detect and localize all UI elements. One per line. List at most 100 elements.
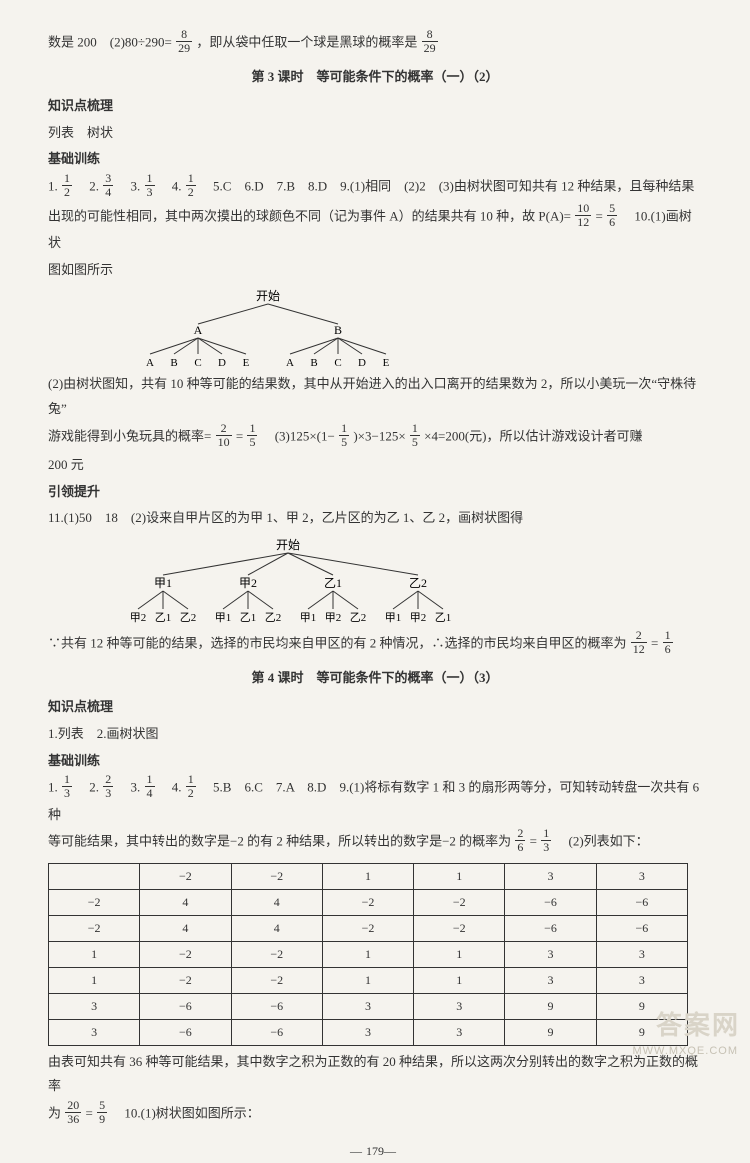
tree1-l2-9: E [383,357,390,368]
tree1-l2-1: B [170,357,177,368]
carryover-line: 数是 200 (2)80÷290= 829 ，即从袋中任取一个球是黑球的概率是 … [48,30,702,57]
lesson4-title: 第 4 课时 等可能条件下的概率（一）（3） [48,666,702,691]
fraction: 12 [62,172,72,199]
text-line: 200 元 [48,453,702,478]
fraction: 829 [422,28,438,55]
fraction: 12 [186,773,196,800]
table-cell: 3 [505,863,596,889]
answers-line-l4: 1. 13 2. 23 3. 14 4. 12 5.B 6.C 7.A 8.D … [48,775,702,827]
fraction: 212 [631,629,647,656]
table-cell: −2 [49,915,140,941]
text: (3)125×(1− [262,428,335,443]
text: 为 [48,1106,61,1121]
tree2-l2-31: 甲2 [410,612,427,624]
text: = [596,208,603,223]
table-cell: −2 [140,967,231,993]
tree2-svg: 开始 甲1 甲2 乙1 乙2 甲2 乙1 乙2 甲1 乙1 乙2 甲1 甲2 乙… [108,537,468,627]
table-cell: 9 [505,993,596,1019]
watermark-url: MWW.MXQE.COM [633,1041,739,1062]
text: 3. [118,179,141,194]
fraction: 59 [97,1099,107,1126]
text: = [651,636,658,651]
tree2-l2-02: 乙2 [180,611,197,624]
page-number: —179— [48,1140,702,1163]
text-line: 为 2036 = 59 10.(1)树状图如图所示： [48,1101,702,1128]
table-cell: 1 [49,941,140,967]
tree1-l1-1: B [334,323,342,337]
text: ∵共有 12 种等可能的结果，选择的市民均来自甲区的有 2 种情况，∴选择的市民… [48,636,627,651]
fraction: 13 [62,773,72,800]
text-line: ∵共有 12 种等可能的结果，选择的市民均来自甲区的有 2 种情况，∴选择的市民… [48,631,702,658]
tree2-l2-20: 甲1 [300,612,317,624]
fraction: 14 [145,773,155,800]
text: )×3−125× [353,428,405,443]
fraction: 2036 [65,1099,81,1126]
table-cell: −2 [231,967,322,993]
table-cell: −2 [322,889,413,915]
heading-basic: 基础训练 [48,147,702,172]
text-line: 由表可知共有 36 种等可能结果，其中数字之积为正数的有 20 种结果，所以这两… [48,1050,702,1099]
fraction: 26 [515,827,525,854]
tree2-l2-22: 乙2 [350,611,367,624]
text: 1. [48,780,58,795]
table-cell: 1 [414,967,505,993]
table-cell: 3 [414,993,505,1019]
fraction: 23 [103,773,113,800]
table-cell: −6 [231,993,322,1019]
tree1-l2-8: D [358,357,366,368]
tree1-root: 开始 [256,289,280,303]
tree2-l2-32: 乙1 [435,611,452,624]
tree1-l1-0: A [194,323,203,337]
fraction: 15 [247,422,257,449]
table-row: 3−6−63399 [49,993,688,1019]
answers-line3: 图如图所示 [48,258,702,283]
text: = [530,834,537,849]
text-line: 11.(1)50 18 (2)设来自甲片区的为甲 1、甲 2，乙片区的为乙 1、… [48,506,702,531]
page-num-value: 179 [366,1144,384,1158]
text: 10.(1)树状图如图所示： [111,1106,259,1121]
text-line: 游戏能得到小兔玩具的概率= 210 = 15 (3)125×(1− 15 )×3… [48,424,702,451]
table-cell: 3 [596,967,687,993]
lesson3-title: 第 3 课时 等可能条件下的概率（一）（2） [48,65,702,90]
heading-knowledge: 知识点梳理 [48,94,702,119]
product-table: −2 −2 1 1 3 3 −244−2−2−6−6 −244−2−2−6−6 … [48,863,688,1046]
tree2-root: 开始 [276,538,300,552]
table-cell: 9 [505,1019,596,1045]
tree2-l2-30: 甲1 [385,612,402,624]
table-cell: −6 [231,1019,322,1045]
tree2-l2-11: 乙1 [240,611,257,624]
fraction: 15 [410,422,420,449]
text: 2. [76,179,99,194]
text: ，即从袋中任取一个球是黑球的概率是 [196,35,417,50]
fraction: 13 [145,172,155,199]
fraction: 210 [216,422,232,449]
text: 1. [48,179,58,194]
text: 数是 200 (2)80÷290= [48,35,172,50]
table-row: −244−2−2−6−6 [49,915,688,941]
table-cell: −2 [140,941,231,967]
heading-knowledge2: 知识点梳理 [48,695,702,720]
table-cell: −6 [505,915,596,941]
tree1-l2-3: D [218,357,226,368]
tree1-l2-5: A [286,357,294,368]
tree-diagram-1: 开始 A B A B C D E A B C D E [128,288,702,368]
tree2-l2-10: 甲1 [215,612,232,624]
table-cell: 3 [49,993,140,1019]
table-cell: −2 [140,863,231,889]
tree2-l2-00: 甲2 [130,612,147,624]
text: 等可能结果，其中转出的数字是−2 的有 2 种结果，所以转出的数字是−2 的概率… [48,834,511,849]
tree2-l2-01: 乙1 [155,611,172,624]
tree-diagram-2: 开始 甲1 甲2 乙1 乙2 甲2 乙1 乙2 甲1 乙1 乙2 甲1 甲2 乙… [108,537,702,627]
table-cell: 1 [49,967,140,993]
tree1-l2-0: A [146,357,154,368]
text: 5.C 6.D 7.B 8.D 9.(1)相同 (2)2 (3)由树状图可知共有… [200,179,694,194]
fraction: 829 [176,28,192,55]
table-cell: −2 [322,915,413,941]
fraction: 1012 [575,202,591,229]
fraction: 16 [663,629,673,656]
fraction: 15 [339,422,349,449]
table-cell: 1 [322,941,413,967]
table-cell: −2 [414,889,505,915]
table-cell: 3 [322,1019,413,1045]
table-cell: 4 [231,889,322,915]
